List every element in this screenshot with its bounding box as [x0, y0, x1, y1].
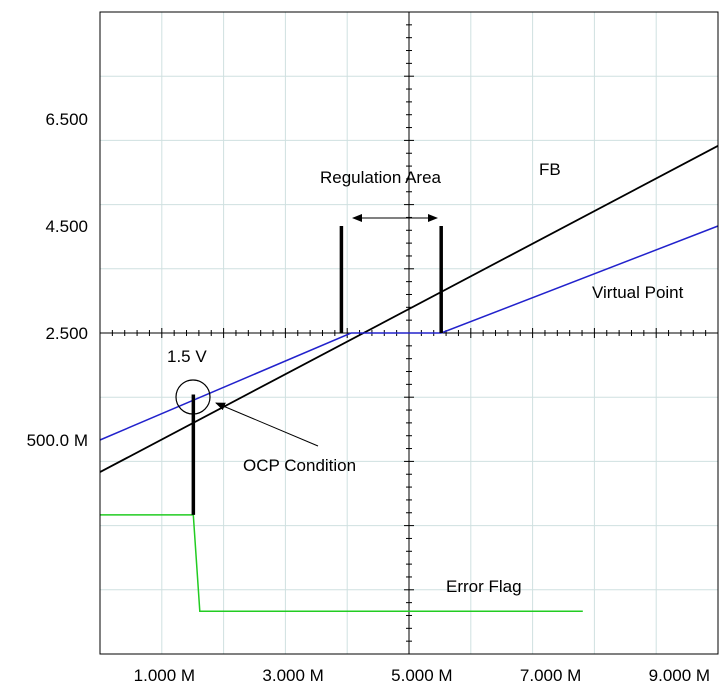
- series-line-error-flag: [100, 514, 583, 612]
- plot-frame: [99, 11, 719, 655]
- y-tick-label: 500.0 M: [27, 431, 88, 450]
- x-tick-label: 9.000 M: [649, 666, 710, 685]
- voltage-label: 1.5 V: [167, 347, 207, 366]
- virtual-point-label: Virtual Point: [592, 283, 684, 302]
- ocp-pointer-arrow: [215, 402, 319, 447]
- y-tick-label: 2.500: [45, 324, 88, 343]
- x-tick-label: 3.000 M: [262, 666, 323, 685]
- tick-label-layer: 1.000 M 3.000 M 5.000 M 7.000 M 9.000 M 6.500…: [27, 110, 711, 685]
- x-tick-label: 7.000 M: [520, 666, 581, 685]
- series-layer: [99, 145, 719, 612]
- error-flag-label: Error Flag: [446, 577, 522, 596]
- series-line-fb: [99, 145, 719, 473]
- x-tick-label: 1.000 M: [134, 666, 195, 685]
- y-tick-label: 4.500: [45, 217, 88, 236]
- y-tick-label: 6.500: [45, 110, 88, 129]
- ocp-circle: [175, 379, 211, 415]
- regulation-area-label: Regulation Area: [320, 168, 442, 187]
- x-tick-label: 5.000 M: [391, 666, 452, 685]
- fb-series-label: FB: [539, 160, 561, 179]
- series-line-virtual-point: [99, 225, 719, 441]
- ocp-condition-label: OCP Condition: [243, 456, 356, 475]
